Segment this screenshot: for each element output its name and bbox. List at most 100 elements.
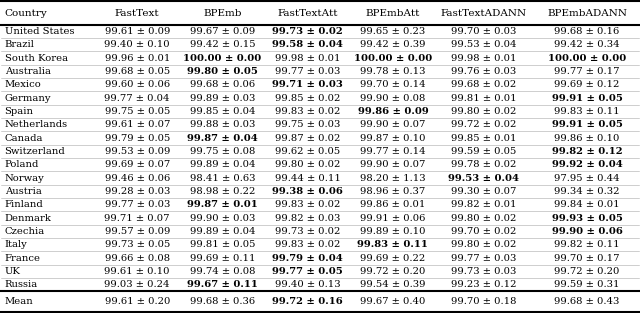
Text: 99.42 ± 0.15: 99.42 ± 0.15 (189, 40, 255, 49)
Text: 99.87 ± 0.04: 99.87 ± 0.04 (187, 134, 258, 142)
Text: 99.77 ± 0.04: 99.77 ± 0.04 (104, 94, 170, 103)
Text: 99.69 ± 0.22: 99.69 ± 0.22 (360, 254, 426, 263)
Text: 99.79 ± 0.05: 99.79 ± 0.05 (104, 134, 170, 142)
Text: 99.68 ± 0.02: 99.68 ± 0.02 (451, 80, 516, 89)
Text: 99.60 ± 0.06: 99.60 ± 0.06 (105, 80, 170, 89)
Text: 99.93 ± 0.05: 99.93 ± 0.05 (552, 213, 623, 223)
Text: Brazil: Brazil (4, 40, 35, 49)
Text: 99.72 ± 0.20: 99.72 ± 0.20 (554, 267, 620, 276)
Text: 99.82 ± 0.11: 99.82 ± 0.11 (554, 240, 620, 249)
Text: 99.61 ± 0.07: 99.61 ± 0.07 (104, 120, 170, 129)
Text: 99.96 ± 0.01: 99.96 ± 0.01 (104, 54, 170, 63)
Text: 99.77 ± 0.03: 99.77 ± 0.03 (451, 254, 516, 263)
Text: 98.20 ± 1.13: 98.20 ± 1.13 (360, 174, 426, 182)
Text: 99.81 ± 0.01: 99.81 ± 0.01 (451, 94, 516, 103)
Text: 99.86 ± 0.10: 99.86 ± 0.10 (554, 134, 620, 142)
Text: 99.62 ± 0.05: 99.62 ± 0.05 (275, 147, 340, 156)
Text: South Korea: South Korea (4, 54, 68, 63)
Text: 99.85 ± 0.01: 99.85 ± 0.01 (451, 134, 516, 142)
Text: Netherlands: Netherlands (4, 120, 68, 129)
Text: 99.90 ± 0.06: 99.90 ± 0.06 (552, 227, 623, 236)
Text: 99.80 ± 0.02: 99.80 ± 0.02 (451, 240, 516, 249)
Text: 99.68 ± 0.05: 99.68 ± 0.05 (104, 67, 170, 76)
Text: Russia: Russia (4, 280, 38, 289)
Text: 99.89 ± 0.10: 99.89 ± 0.10 (360, 227, 426, 236)
Text: BPEmbADANN: BPEmbADANN (547, 8, 627, 18)
Text: 99.71 ± 0.03: 99.71 ± 0.03 (272, 80, 343, 89)
Text: 99.82 ± 0.01: 99.82 ± 0.01 (451, 200, 516, 209)
Text: FastTextAtt: FastTextAtt (277, 8, 338, 18)
Text: 99.70 ± 0.17: 99.70 ± 0.17 (554, 254, 620, 263)
Text: UK: UK (4, 267, 20, 276)
Text: 99.68 ± 0.43: 99.68 ± 0.43 (554, 297, 620, 306)
Text: Finland: Finland (4, 200, 44, 209)
Text: 99.77 ± 0.05: 99.77 ± 0.05 (272, 267, 343, 276)
Text: 99.80 ± 0.05: 99.80 ± 0.05 (187, 67, 258, 76)
Text: 99.68 ± 0.06: 99.68 ± 0.06 (190, 80, 255, 89)
Text: Denmark: Denmark (4, 213, 51, 223)
Text: 100.00 ± 0.00: 100.00 ± 0.00 (354, 54, 432, 63)
Text: BPEmb: BPEmb (204, 8, 242, 18)
Text: 99.73 ± 0.03: 99.73 ± 0.03 (451, 267, 516, 276)
Text: Australia: Australia (4, 67, 51, 76)
Text: 99.70 ± 0.03: 99.70 ± 0.03 (451, 27, 516, 36)
Text: 99.90 ± 0.03: 99.90 ± 0.03 (190, 213, 255, 223)
Text: 99.89 ± 0.04: 99.89 ± 0.04 (189, 227, 255, 236)
Text: 99.68 ± 0.16: 99.68 ± 0.16 (554, 27, 620, 36)
Text: Poland: Poland (4, 160, 39, 169)
Text: 99.53 ± 0.04: 99.53 ± 0.04 (448, 174, 519, 182)
Text: 99.90 ± 0.07: 99.90 ± 0.07 (360, 120, 426, 129)
Text: 99.61 ± 0.09: 99.61 ± 0.09 (104, 27, 170, 36)
Text: 99.71 ± 0.07: 99.71 ± 0.07 (104, 213, 170, 223)
Text: 99.75 ± 0.05: 99.75 ± 0.05 (104, 107, 170, 116)
Text: 99.38 ± 0.06: 99.38 ± 0.06 (272, 187, 343, 196)
Text: Canada: Canada (4, 134, 43, 142)
Text: 99.70 ± 0.18: 99.70 ± 0.18 (451, 297, 516, 306)
Text: 99.87 ± 0.01: 99.87 ± 0.01 (187, 200, 258, 209)
Text: 99.81 ± 0.05: 99.81 ± 0.05 (189, 240, 255, 249)
Text: 99.75 ± 0.03: 99.75 ± 0.03 (275, 120, 340, 129)
Text: Norway: Norway (4, 174, 44, 182)
Text: 99.98 ± 0.01: 99.98 ± 0.01 (451, 54, 516, 63)
Text: 100.00 ± 0.00: 100.00 ± 0.00 (548, 54, 626, 63)
Text: 99.88 ± 0.03: 99.88 ± 0.03 (190, 120, 255, 129)
Text: BPEmbAtt: BPEmbAtt (365, 8, 420, 18)
Text: 99.65 ± 0.23: 99.65 ± 0.23 (360, 27, 426, 36)
Text: 99.77 ± 0.17: 99.77 ± 0.17 (554, 67, 620, 76)
Text: 99.68 ± 0.36: 99.68 ± 0.36 (190, 297, 255, 306)
Text: 99.83 ± 0.02: 99.83 ± 0.02 (275, 107, 340, 116)
Text: 99.83 ± 0.11: 99.83 ± 0.11 (554, 107, 620, 116)
Text: 99.23 ± 0.12: 99.23 ± 0.12 (451, 280, 516, 289)
Text: 99.84 ± 0.01: 99.84 ± 0.01 (554, 200, 620, 209)
Text: 99.03 ± 0.24: 99.03 ± 0.24 (104, 280, 170, 289)
Text: 99.91 ± 0.05: 99.91 ± 0.05 (552, 120, 623, 129)
Text: 99.58 ± 0.04: 99.58 ± 0.04 (272, 40, 343, 49)
Text: 98.41 ± 0.63: 98.41 ± 0.63 (189, 174, 255, 182)
Text: Mexico: Mexico (4, 80, 42, 89)
Text: 99.28 ± 0.03: 99.28 ± 0.03 (104, 187, 170, 196)
Text: 99.46 ± 0.06: 99.46 ± 0.06 (104, 174, 170, 182)
Text: 99.85 ± 0.04: 99.85 ± 0.04 (189, 107, 255, 116)
Text: 99.79 ± 0.04: 99.79 ± 0.04 (272, 254, 343, 263)
Text: 98.98 ± 0.22: 98.98 ± 0.22 (190, 187, 255, 196)
Text: 99.54 ± 0.39: 99.54 ± 0.39 (360, 280, 426, 289)
Text: 99.83 ± 0.02: 99.83 ± 0.02 (275, 200, 340, 209)
Text: 99.69 ± 0.12: 99.69 ± 0.12 (554, 80, 620, 89)
Text: 99.77 ± 0.03: 99.77 ± 0.03 (104, 200, 170, 209)
Text: United States: United States (4, 27, 74, 36)
Text: 99.82 ± 0.03: 99.82 ± 0.03 (275, 213, 340, 223)
Text: FastTextADANN: FastTextADANN (441, 8, 527, 18)
Text: Spain: Spain (4, 107, 33, 116)
Text: 99.83 ± 0.02: 99.83 ± 0.02 (275, 240, 340, 249)
Text: 99.61 ± 0.20: 99.61 ± 0.20 (104, 297, 170, 306)
Text: 99.72 ± 0.16: 99.72 ± 0.16 (272, 297, 343, 306)
Text: Mean: Mean (4, 297, 33, 306)
Text: 99.76 ± 0.03: 99.76 ± 0.03 (451, 67, 516, 76)
Text: 99.72 ± 0.02: 99.72 ± 0.02 (451, 120, 516, 129)
Text: 99.67 ± 0.40: 99.67 ± 0.40 (360, 297, 426, 306)
Text: 99.91 ± 0.05: 99.91 ± 0.05 (552, 94, 623, 103)
Text: 99.44 ± 0.11: 99.44 ± 0.11 (275, 174, 340, 182)
Text: 99.86 ± 0.01: 99.86 ± 0.01 (360, 200, 426, 209)
Text: 99.67 ± 0.09: 99.67 ± 0.09 (190, 27, 255, 36)
Text: 99.82 ± 0.12: 99.82 ± 0.12 (552, 147, 622, 156)
